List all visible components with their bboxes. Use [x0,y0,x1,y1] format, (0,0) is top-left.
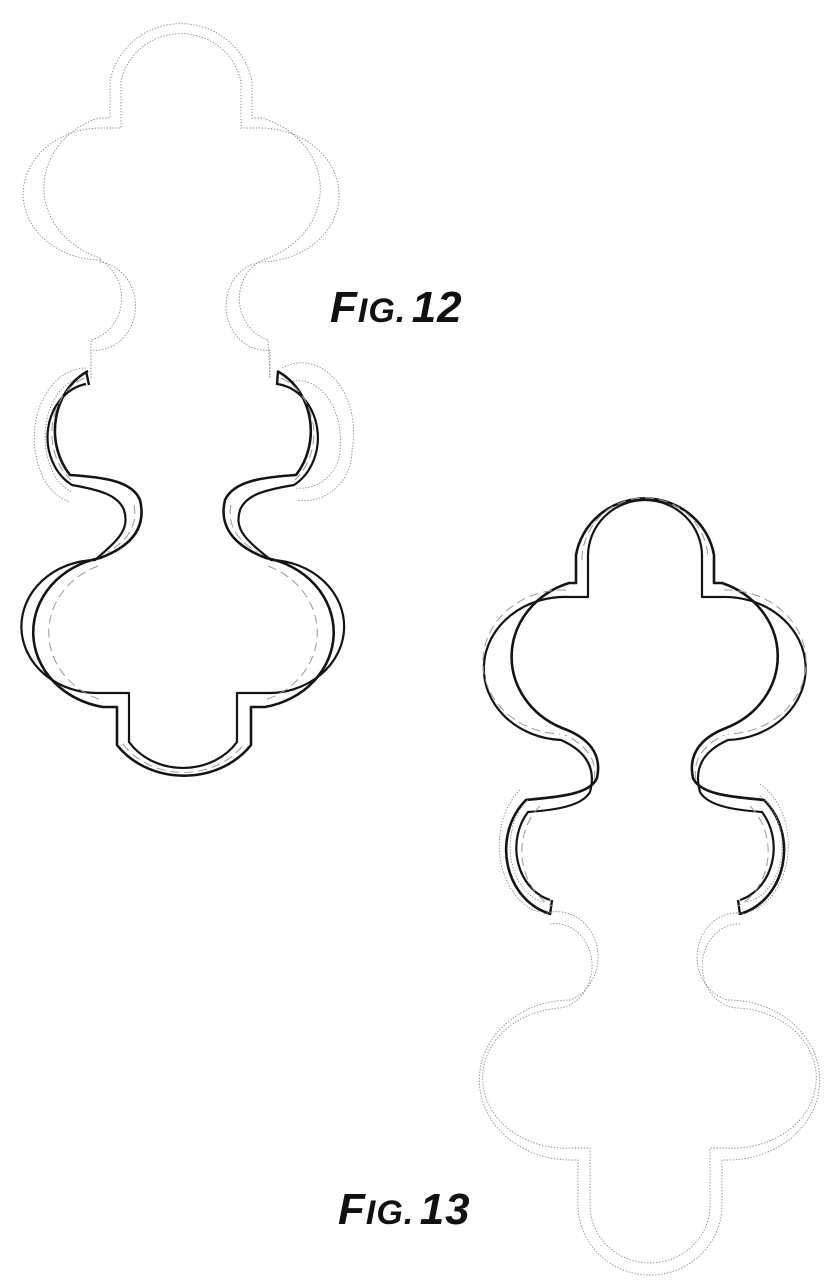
fig13-solid-section [483,498,806,915]
figure-12-suffix: IG. [358,292,406,330]
fig12-outer-contour [33,371,333,776]
fig13-drawing [479,498,819,1275]
figure-12-prefix: F [330,283,358,332]
fig13-ghost-outline [479,784,819,1275]
fig12-ghost-outline [23,24,353,502]
fig12-drawing [21,24,353,776]
figure-13-prefix: F [338,1185,366,1234]
figure-13-label: FIG. 13 [338,1185,471,1235]
fig12-solid-section [21,371,344,776]
fig12-inner-contour [21,384,344,768]
figure-13-suffix: IG. [366,1194,414,1232]
fig13-outer-contour [506,498,784,914]
figure-12-label: FIG. 12 [330,283,463,333]
figure-12-number: 12 [412,283,463,332]
figure-13-number: 13 [420,1185,471,1234]
fig13-inner-contour [484,500,806,900]
